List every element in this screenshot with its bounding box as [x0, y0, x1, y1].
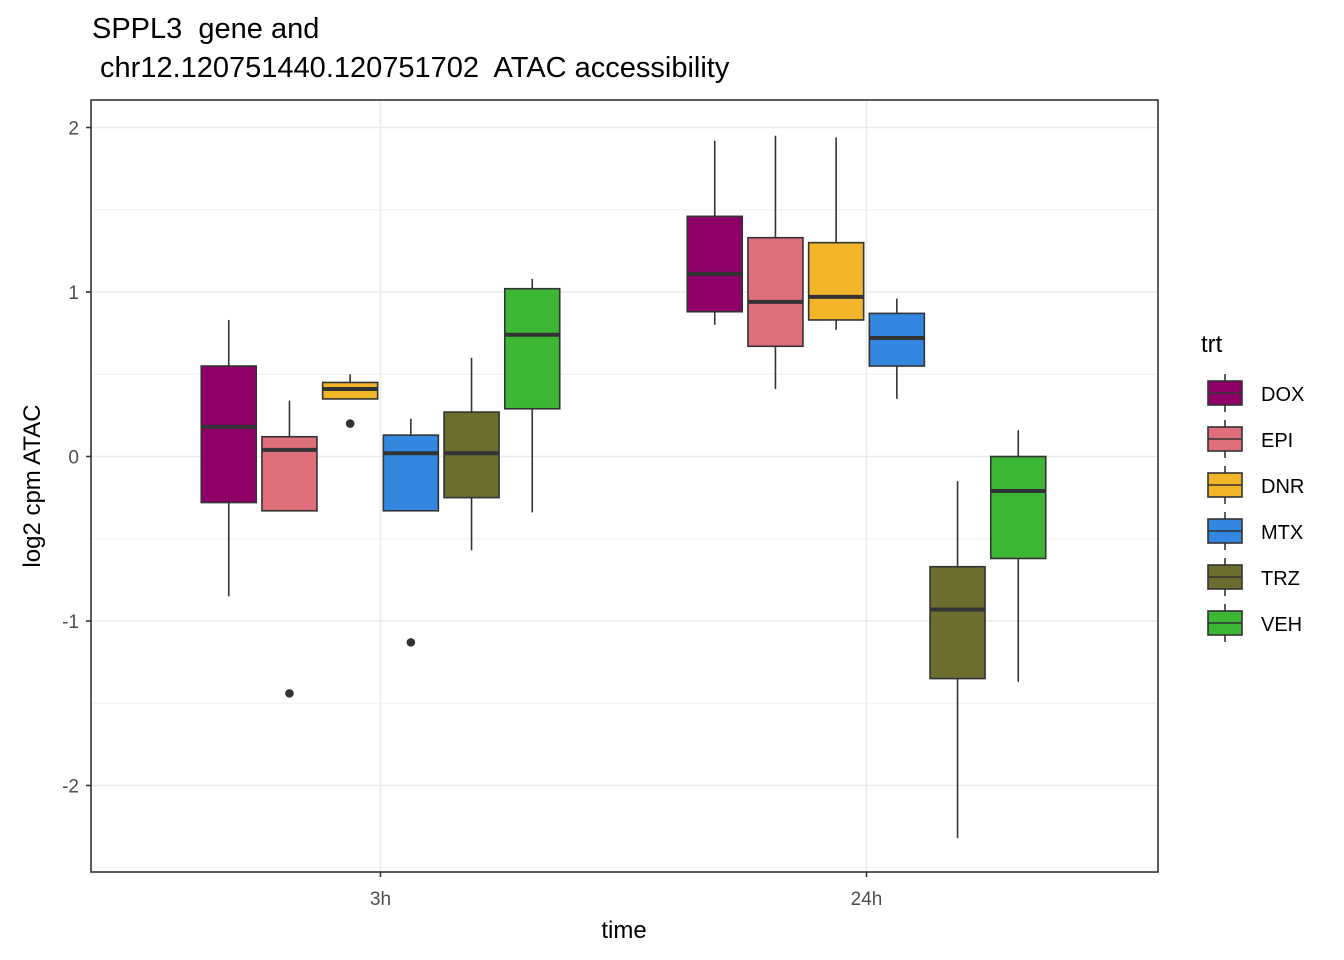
plot-panel-border — [90, 99, 1159, 873]
legend-item-dnr: DNR — [1207, 466, 1304, 504]
legend-label: EPI — [1261, 430, 1293, 452]
chart-title-line-1: SPPL3 gene and — [92, 13, 320, 45]
outlier-point — [285, 689, 294, 698]
legend-item-veh: VEH — [1207, 604, 1302, 642]
series-epi — [261, 135, 804, 698]
x-tick-label: 3h — [370, 889, 391, 910]
legend: trt DOX EPI DNR MTX TRZ VEH — [1201, 331, 1304, 642]
series-dnr — [321, 137, 865, 428]
box — [686, 215, 744, 313]
y-tick-label: 1 — [68, 283, 79, 304]
legend-title: trt — [1201, 331, 1223, 358]
legend-item-dox: DOX — [1207, 374, 1304, 412]
legend-label: DOX — [1261, 384, 1304, 406]
x-tick-label: 24h — [851, 889, 883, 910]
y-tick-label: -2 — [62, 777, 79, 798]
series-mtx — [382, 298, 926, 647]
legend-item-epi: EPI — [1207, 420, 1293, 458]
legend-label: DNR — [1261, 476, 1304, 498]
box — [929, 565, 986, 680]
legend-item-mtx: MTX — [1207, 512, 1303, 550]
outlier-point — [406, 638, 416, 647]
y-axis-title: log2 cpm ATAC — [19, 404, 46, 567]
legend-item-trz: TRZ — [1207, 558, 1300, 596]
box — [989, 455, 1047, 560]
box — [382, 434, 440, 512]
legend-label: VEH — [1261, 614, 1302, 636]
outlier-point — [345, 419, 355, 428]
box — [200, 365, 258, 504]
series-trz — [443, 357, 986, 839]
chart-title: SPPL3 gene and chr12.120751440.120751702… — [92, 10, 729, 88]
series-veh — [503, 278, 1047, 682]
legend-label: MTX — [1261, 522, 1303, 544]
x-axis-title: time — [601, 917, 646, 944]
box — [261, 435, 318, 512]
chart-title-line-2: chr12.120751440.120751702 ATAC accessibi… — [92, 52, 730, 84]
box — [747, 236, 804, 348]
series-dox — [200, 140, 744, 597]
y-tick-label: 2 — [68, 119, 79, 140]
box — [807, 241, 865, 321]
y-tick-label: -1 — [62, 612, 79, 633]
box — [503, 287, 561, 410]
y-tick-label: 0 — [68, 448, 79, 469]
legend-label: TRZ — [1261, 568, 1300, 590]
